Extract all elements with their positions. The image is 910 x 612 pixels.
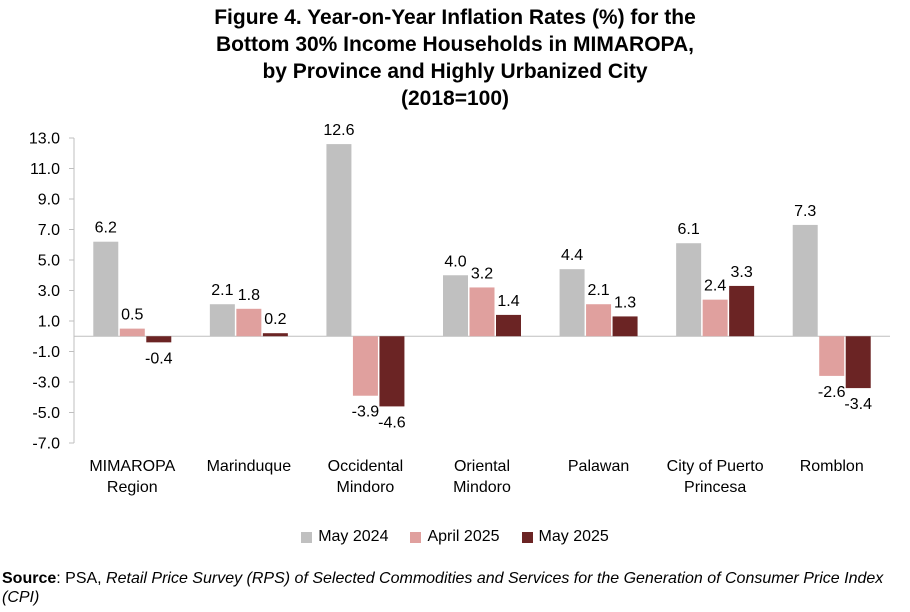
bar — [326, 144, 352, 337]
x-category-label: Occidental — [328, 458, 404, 475]
bar — [236, 308, 262, 337]
bar — [559, 269, 585, 337]
data-label: 4.4 — [561, 247, 583, 264]
y-tick-label: 5.0 — [38, 253, 60, 270]
data-label: -0.4 — [145, 350, 173, 367]
source-publication: Retail Price Survey (RPS) of Selected Co… — [2, 570, 884, 606]
legend-label-may-2025: May 2025 — [538, 528, 609, 545]
bar — [702, 299, 728, 337]
bar — [819, 336, 845, 376]
data-label: 6.1 — [678, 221, 700, 238]
bar — [443, 275, 468, 337]
bar — [612, 316, 638, 337]
bar — [146, 336, 172, 343]
title-line-3: by Province and Highly Urbanized City — [262, 60, 648, 83]
data-label: 3.2 — [471, 265, 493, 282]
bar — [792, 224, 818, 337]
chart-title: Figure 4. Year-on-Year Inflation Rates (… — [0, 4, 910, 112]
legend-item-may-2024: May 2024 — [301, 528, 388, 546]
data-label: 4.0 — [444, 253, 466, 270]
y-tick-label: 1.0 — [38, 314, 60, 331]
y-tick-label: -1.0 — [32, 344, 60, 361]
title-line-2: Bottom 30% Income Households in MIMAROPA… — [216, 33, 694, 56]
y-tick-label: 7.0 — [38, 222, 60, 239]
title-line-1: Figure 4. Year-on-Year Inflation Rates (… — [214, 6, 696, 29]
bar — [845, 336, 871, 389]
source-note: Source: PSA, Retail Price Survey (RPS) o… — [2, 569, 907, 607]
data-label: 1.4 — [497, 293, 519, 310]
bar — [496, 314, 521, 337]
x-category-label: Romblon — [800, 458, 864, 475]
data-label: 2.1 — [211, 282, 233, 299]
y-tick-label: -7.0 — [32, 436, 60, 453]
data-label: 0.5 — [121, 307, 143, 324]
bar — [209, 304, 235, 337]
x-category-label: Palawan — [568, 458, 629, 475]
x-category-label: Princesa — [684, 479, 746, 496]
x-category-label: Oriental — [454, 458, 510, 475]
data-label: -3.4 — [844, 396, 872, 413]
bar — [379, 336, 405, 407]
bar — [262, 333, 288, 337]
bar — [676, 243, 702, 337]
source-prefix: : PSA, — [56, 570, 107, 587]
data-label: 1.3 — [614, 294, 636, 311]
bar — [469, 287, 495, 337]
x-category-label: City of Puerto — [667, 458, 764, 475]
legend-swatch-april-2025 — [410, 531, 422, 543]
x-category-label: Mindoro — [337, 479, 395, 496]
y-tick-label: 13.0 — [29, 131, 60, 148]
legend-label-april-2025: April 2025 — [427, 528, 500, 545]
legend-item-may-2025: May 2025 — [521, 528, 609, 546]
legend-swatch-may-2024 — [301, 531, 313, 543]
legend: May 2024 April 2025 May 2025 — [0, 528, 910, 546]
data-label: -4.6 — [378, 414, 406, 431]
data-label: 6.2 — [95, 220, 117, 237]
legend-label-may-2024: May 2024 — [318, 528, 389, 545]
bar — [729, 285, 755, 337]
bar-chart: 13.0 11.0 9.0 7.0 5.0 3.0 1.0 -1.0 -3.0 -5.0 -7.0 6… — [29, 122, 890, 496]
title-line-4: (2018=100) — [400, 87, 509, 110]
x-category-label: Mindoro — [453, 479, 511, 496]
x-category-label: MIMAROPA — [89, 458, 175, 475]
bar — [93, 241, 119, 337]
y-tick-label: -5.0 — [32, 405, 60, 422]
bar — [586, 304, 612, 337]
data-label: 7.3 — [794, 203, 816, 220]
legend-swatch-may-2025 — [521, 531, 533, 543]
bar — [352, 336, 378, 396]
bar — [119, 328, 145, 337]
data-label: 1.8 — [238, 287, 260, 304]
x-category-label: Marinduque — [207, 458, 292, 475]
source-label: Source — [2, 570, 57, 587]
y-tick-label: 11.0 — [30, 161, 60, 178]
x-category-label: Region — [107, 479, 158, 496]
data-label: -2.6 — [818, 384, 846, 401]
legend-item-april-2025: April 2025 — [410, 528, 500, 546]
data-label: 2.1 — [587, 282, 609, 299]
data-label: 12.6 — [323, 122, 354, 139]
data-label: -3.9 — [352, 404, 380, 421]
data-label: 3.3 — [731, 264, 753, 281]
y-tick-label: -3.0 — [32, 375, 60, 392]
data-label: 2.4 — [704, 278, 726, 295]
data-label: 0.2 — [264, 311, 286, 328]
y-tick-label: 3.0 — [38, 283, 60, 300]
y-tick-label: 9.0 — [38, 192, 60, 209]
